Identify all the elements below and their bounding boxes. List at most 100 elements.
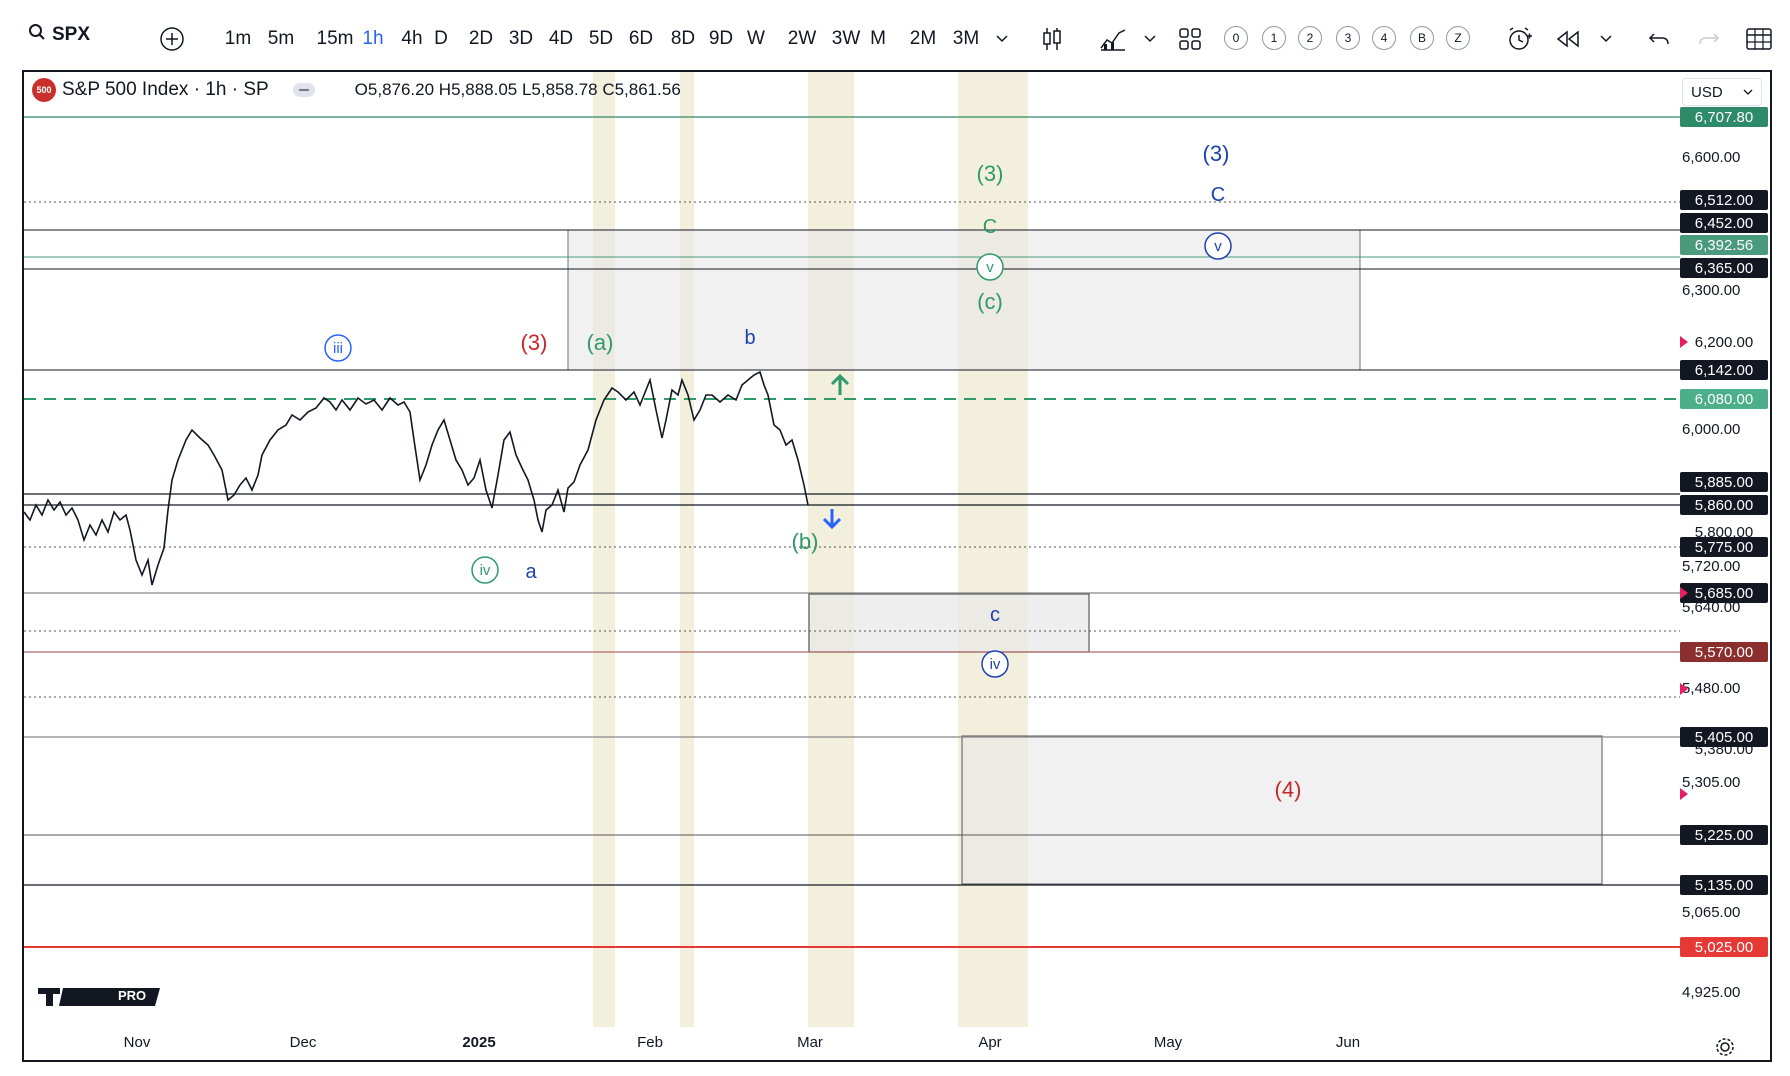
index-badge-icon: 500 (32, 78, 56, 102)
price-tag[interactable]: 6,512.00 (1680, 190, 1768, 210)
price-tag[interactable]: 5,860.00 (1680, 495, 1768, 515)
interval-2M[interactable]: 2M (909, 28, 937, 49)
chevron-down-icon (1600, 35, 1612, 43)
wave-label[interactable]: (b) (792, 529, 819, 554)
currency-select[interactable]: USD (1682, 78, 1762, 106)
wave-label[interactable]: C (983, 216, 997, 238)
undo-button[interactable] (1646, 19, 1672, 59)
bar-count-B[interactable]: B (1410, 26, 1434, 50)
bar-count-1[interactable]: 1 (1262, 26, 1286, 50)
redo-icon (1699, 33, 1720, 45)
price-tag-label: 6,080.00 (1695, 391, 1753, 408)
price-tag[interactable]: 6,392.56 (1680, 235, 1768, 255)
price-tag[interactable]: 5,800.00 (1695, 524, 1753, 541)
interval-1h[interactable]: 1h (362, 28, 384, 49)
price-tag[interactable]: 6,365.00 (1680, 258, 1768, 278)
wave-label[interactable]: iv (981, 650, 1009, 678)
bar-count-Z[interactable]: Z (1446, 26, 1470, 50)
price-tag[interactable]: 6,200.00 (1695, 334, 1753, 351)
price-tag[interactable]: 5,885.00 (1680, 472, 1768, 492)
indicators-dropdown[interactable] (1142, 19, 1158, 59)
price-tag[interactable]: 5,025.00 (1680, 937, 1768, 957)
redo-button[interactable] (1696, 19, 1722, 59)
interval-W[interactable]: W (747, 28, 765, 49)
target-zone-box[interactable] (567, 229, 1361, 371)
interval-6D[interactable]: 6D (628, 28, 654, 49)
indicators-button[interactable] (1098, 19, 1128, 59)
wave-label-text: v (986, 259, 994, 276)
price-tag[interactable]: 6,080.00 (1680, 389, 1768, 409)
wave-label[interactable]: (3) (977, 161, 1004, 186)
alert-button[interactable] (1504, 19, 1534, 59)
interval-1m[interactable]: 1m (224, 28, 252, 49)
price-axis-tick: 6,000.00 (1682, 421, 1740, 438)
support-zone-box[interactable] (808, 593, 1090, 653)
price-tag-label: 5,775.00 (1695, 539, 1753, 556)
alert-marker-icon (1680, 788, 1688, 800)
bar-count-2[interactable]: 2 (1298, 26, 1322, 50)
replay-button[interactable] (1554, 19, 1582, 59)
wave-label[interactable]: v (1204, 232, 1232, 260)
wave-label[interactable]: (a) (587, 330, 614, 355)
wave-label[interactable]: c (990, 604, 1000, 626)
interval-M[interactable]: M (870, 28, 886, 49)
price-tag[interactable]: 6,707.80 (1680, 107, 1768, 127)
wave-label-text: (b) (792, 529, 819, 554)
price-tag[interactable]: 5,405.00 (1680, 727, 1768, 747)
wave4-zone-box[interactable] (961, 735, 1603, 885)
wave-label[interactable]: iii (324, 334, 352, 362)
interval-4h[interactable]: 4h (401, 28, 423, 49)
price-tag[interactable]: 5,685.00 (1680, 583, 1768, 603)
wave-label[interactable]: b (744, 327, 755, 349)
bar-count-3[interactable]: 3 (1336, 26, 1360, 50)
price-tag[interactable]: 5,570.00 (1680, 642, 1768, 662)
interval-5D[interactable]: 5D (588, 28, 614, 49)
price-series[interactable] (23, 370, 809, 586)
interval-3D[interactable]: 3D (508, 28, 534, 49)
price-tag-label: 6,452.00 (1695, 215, 1753, 232)
wave-label[interactable]: (c) (977, 289, 1003, 314)
wave-label[interactable]: v (976, 253, 1004, 281)
interval-2D[interactable]: 2D (468, 28, 494, 49)
add-symbol-button[interactable] (158, 19, 186, 59)
bar-count-0[interactable]: 0 (1224, 26, 1248, 50)
price-tag[interactable]: 6,452.00 (1680, 213, 1768, 233)
settings-button[interactable] (1714, 1036, 1736, 1063)
price-tag[interactable]: 5,380.00 (1695, 741, 1753, 758)
price-tag-label: 5,225.00 (1695, 827, 1753, 844)
intervals-dropdown-chevron[interactable] (990, 19, 1014, 59)
legend-collapse-button[interactable] (292, 83, 315, 97)
interval-5m[interactable]: 5m (267, 28, 295, 49)
interval-9D[interactable]: 9D (708, 28, 734, 49)
interval-3W[interactable]: 3W (831, 28, 861, 49)
wave-label[interactable]: (4) (1275, 777, 1302, 802)
calendar-button[interactable] (1744, 19, 1774, 59)
price-tag[interactable]: 5,775.00 (1680, 537, 1768, 557)
wave-label-text: (c) (977, 289, 1003, 314)
layout-button[interactable] (1176, 19, 1204, 59)
chart-pane[interactable] (22, 70, 1772, 1062)
chart-type-button[interactable] (1038, 19, 1066, 59)
price-tag[interactable]: 5,225.00 (1680, 825, 1768, 845)
interval-15m[interactable]: 15m (316, 28, 354, 49)
replay-dropdown[interactable] (1598, 19, 1614, 59)
legend-title[interactable]: S&P 500 Index · 1h · SP (62, 79, 269, 100)
interval-8D[interactable]: 8D (670, 28, 696, 49)
interval-2W[interactable]: 2W (787, 28, 817, 49)
wave-label[interactable]: iv (471, 556, 499, 584)
price-tag[interactable]: 6,142.00 (1680, 360, 1768, 380)
price-tag[interactable]: 5,135.00 (1680, 875, 1768, 895)
wave-label[interactable]: (3) (521, 330, 548, 355)
bar-count-4[interactable]: 4 (1372, 26, 1396, 50)
price-tag-label: 5,685.00 (1695, 585, 1753, 602)
highlight-band (680, 72, 694, 1027)
wave-label[interactable]: (3) (1203, 141, 1230, 166)
interval-4D[interactable]: 4D (548, 28, 574, 49)
wave-label[interactable]: C (1211, 184, 1225, 206)
symbol-search[interactable]: SPX (28, 23, 90, 47)
time-axis-label: Jun (1336, 1034, 1360, 1051)
wave-label[interactable]: a (525, 561, 537, 583)
interval-D[interactable]: D (434, 28, 448, 49)
interval-3M[interactable]: 3M (952, 28, 980, 49)
